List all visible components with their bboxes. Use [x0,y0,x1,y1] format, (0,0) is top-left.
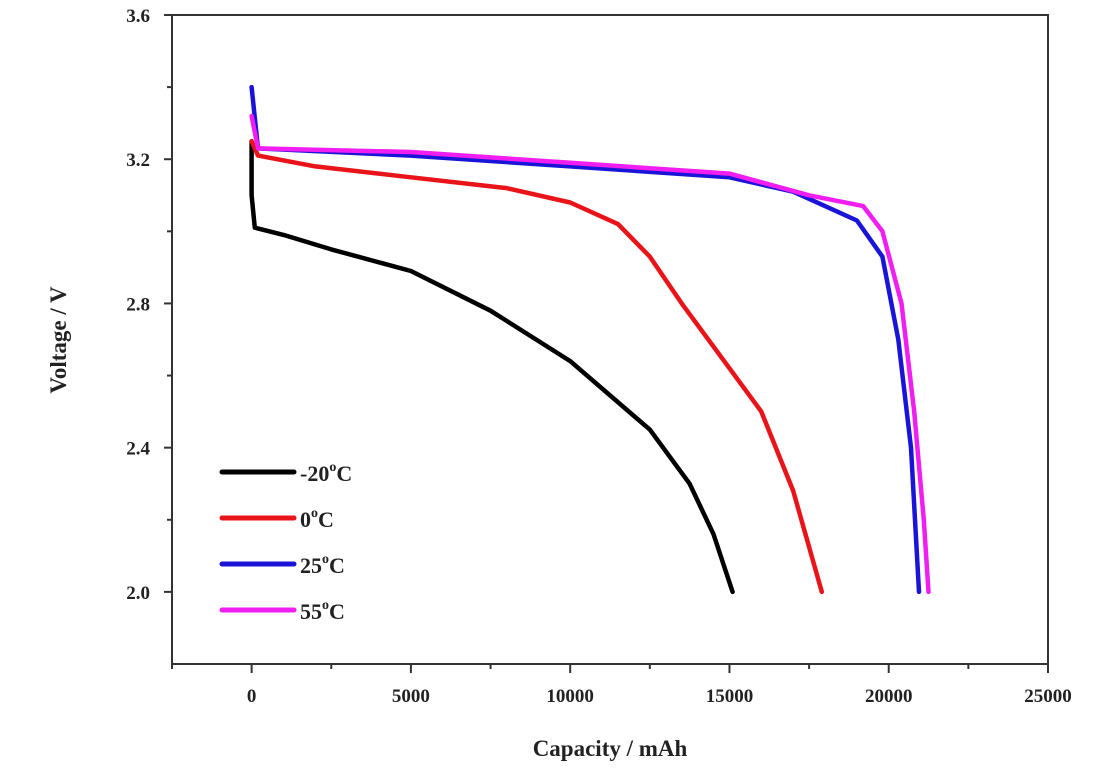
x-tick-label: 5000 [392,686,430,707]
x-tick-label: 15000 [706,686,754,707]
y-axis-label: Voltage / V [46,286,71,394]
x-tick-label: 20000 [865,686,913,707]
legend-label: 0oC [300,506,334,532]
series-line-0C [249,138,825,595]
legend-item: -20oC [219,460,352,486]
y-tick-label: 2.0 [126,583,150,604]
plot-area [249,84,931,595]
y-tick-label: 2.8 [126,294,150,315]
x-axis-label: Capacity / mAh [533,736,688,761]
legend-label: 25oC [300,552,345,578]
y-tick-label: 3.6 [126,6,150,27]
x-tick-label: 10000 [546,686,594,707]
series-line-55C [249,113,931,595]
y-tick-label: 3.2 [126,150,150,171]
y-tick-label: 2.4 [126,439,150,460]
legend-item: 0oC [219,506,334,532]
legend-label: 55oC [300,598,345,624]
legend-item: 25oC [219,552,345,578]
x-tick-label: 0 [247,686,257,707]
plot-frame [171,14,1049,665]
legend-item: 55oC [219,598,345,624]
axes-ticks: 0 5000 10000 15000 20000 25000 2.0 2.4 2.8 3.2 3.6 [126,6,1072,707]
x-tick-label: 25000 [1024,686,1072,707]
series-line--20C [249,138,735,595]
legend-label: -20oC [300,460,352,486]
legend: -20oC 0oC 25oC 55oC [219,460,352,624]
